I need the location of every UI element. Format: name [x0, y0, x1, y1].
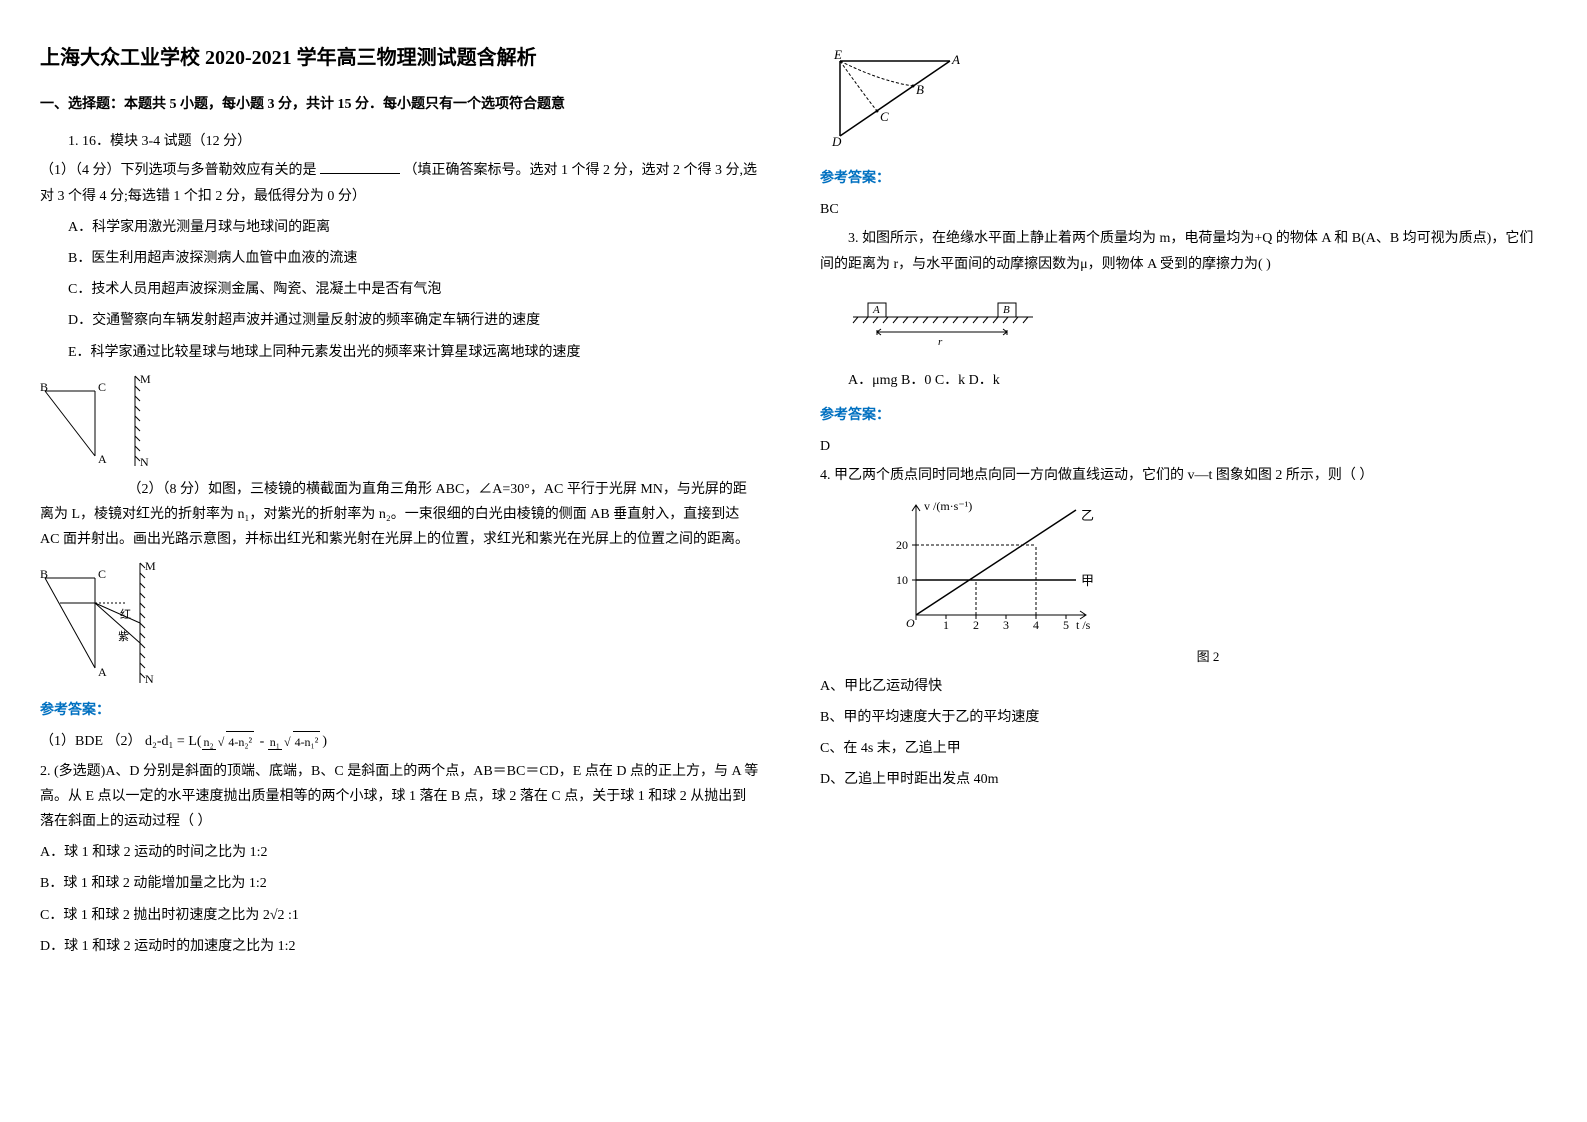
q3-answer: D: [820, 434, 1540, 459]
prism-figure-1: B C A M N: [40, 371, 760, 471]
formula: d₂-d₁ = L(n₂√4-n₂² - n₁√4-n₁²): [145, 734, 327, 749]
svg-text:E: E: [833, 47, 842, 62]
svg-text:N: N: [145, 672, 154, 686]
q1-opt-d: D．交通警察向车辆发射超声波并通过测量反射波的频率确定车辆行进的速度: [68, 308, 760, 333]
q1-answer: （1）BDE （2） d₂-d₁ = L(n₂√4-n₂² - n₁√4-n₁²…: [40, 729, 760, 754]
q1-opt-a: A．科学家用激光测量月球与地球间的距离: [68, 215, 760, 240]
svg-text:A: A: [98, 452, 107, 466]
q4-opt-b: B、甲的平均速度大于乙的平均速度: [820, 705, 1540, 730]
blank: [320, 159, 400, 174]
q1-part1: （1）（4 分）下列选项与多普勒效应有关的是 （填正确答案标号。选对 1 个得 …: [40, 158, 760, 208]
section-heading: 一、选择题：本题共 5 小题，每小题 3 分，共计 15 分．每小题只有一个选项…: [40, 92, 760, 117]
svg-text:M: M: [145, 559, 156, 573]
svg-text:C: C: [880, 109, 889, 124]
svg-text:2: 2: [973, 618, 979, 632]
page-title: 上海大众工业学校 2020-2021 学年高三物理测试题含解析: [40, 40, 760, 76]
q2-opt-a: A．球 1 和球 2 运动的时间之比为 1:2: [40, 840, 760, 865]
q2-stem: 2. (多选题)A、D 分别是斜面的顶端、底端，B、C 是斜面上的两个点，AB＝…: [40, 759, 760, 835]
q1-part2-text: （2）（8 分）如图，三棱镜的横截面为直角三角形 ABC，∠A=30°，AC 平…: [40, 482, 749, 547]
svg-text:A: A: [98, 665, 107, 679]
answer-label: 参考答案：: [40, 698, 760, 723]
svg-text:B: B: [40, 567, 48, 581]
q2-answer: BC: [820, 197, 1540, 222]
q4-stem: 4. 甲乙两个质点同时同地点向同一方向做直线运动，它们的 v—t 图象如图 2 …: [820, 463, 1540, 488]
q1-opt-c: C．技术人员用超声波探测金属、陶瓷、混凝土中是否有气泡: [68, 277, 760, 302]
q2-opt-d: D．球 1 和球 2 运动时的加速度之比为 1:2: [40, 934, 760, 959]
svg-text:C: C: [98, 567, 106, 581]
q1-opt-b: B．医生利用超声波探测病人血管中血液的流速: [68, 246, 760, 271]
svg-text:1: 1: [943, 618, 949, 632]
svg-text:B: B: [1003, 304, 1010, 316]
svg-text:B: B: [916, 82, 924, 97]
svg-text:A: A: [951, 52, 960, 67]
q4-opt-a: A、甲比乙运动得快: [820, 674, 1540, 699]
fig2-label: 图 2: [876, 645, 1540, 668]
svg-text:3: 3: [1003, 618, 1009, 632]
svg-text:20: 20: [896, 538, 908, 552]
q3-opts: A．μmg B．0 C．k D．k: [848, 368, 1540, 393]
svg-text:t /s: t /s: [1076, 618, 1091, 632]
svg-text:C: C: [98, 380, 106, 394]
svg-text:B: B: [40, 380, 48, 394]
q4-opt-d: D、乙追上甲时距出发点 40m: [820, 767, 1540, 792]
q1-part1-stem: （1）（4 分）下列选项与多普勒效应有关的是: [40, 163, 317, 178]
svg-text:M: M: [140, 372, 151, 386]
eabcd-figure: E A B C D: [820, 46, 1540, 156]
q2-opt-c: C．球 1 和球 2 抛出时初速度之比为 2√2 :1: [40, 903, 760, 928]
svg-text:5: 5: [1063, 618, 1069, 632]
q4-opt-c: C、在 4s 末，乙追上甲: [820, 736, 1540, 761]
svg-text:4: 4: [1033, 618, 1039, 632]
q1-number: 1. 16．模块 3-4 试题（12 分）: [40, 129, 760, 154]
svg-text:v /(m·s⁻¹): v /(m·s⁻¹): [924, 499, 972, 513]
svg-text:红: 红: [120, 608, 131, 621]
q1-opt-e: E．科学家通过比较星球与地球上同种元素发出光的频率来计算星球远离地球的速度: [68, 340, 760, 365]
ab-surface-figure: A B r: [848, 295, 1540, 350]
q2-opt-b: B．球 1 和球 2 动能增加量之比为 1:2: [40, 871, 760, 896]
vt-graph: v /(m·s⁻¹) 乙 甲 20 10 O 1 2 3 4 5 t /s 图 …: [876, 495, 1540, 668]
svg-text:甲: 甲: [1081, 573, 1094, 588]
answer-label-2: 参考答案：: [820, 166, 1540, 191]
q1-part2: （2）（8 分）如图，三棱镜的横截面为直角三角形 ABC，∠A=30°，AC 平…: [40, 477, 760, 553]
svg-text:紫: 紫: [118, 630, 129, 643]
svg-text:乙: 乙: [1081, 508, 1094, 523]
q3-stem: 3. 如图所示，在绝缘水平面上静止着两个质量均为 m，电荷量均为+Q 的物体 A…: [820, 226, 1540, 276]
svg-text:r: r: [938, 336, 943, 348]
prism-figure-2: B C A M N 红 紫: [40, 558, 760, 688]
svg-text:N: N: [140, 455, 149, 469]
svg-text:D: D: [831, 134, 842, 149]
answer-label-3: 参考答案：: [820, 403, 1540, 428]
svg-text:O: O: [906, 616, 915, 630]
q1-ans-text: （1）BDE （2）: [40, 734, 142, 749]
svg-text:10: 10: [896, 573, 908, 587]
svg-text:A: A: [872, 304, 880, 316]
